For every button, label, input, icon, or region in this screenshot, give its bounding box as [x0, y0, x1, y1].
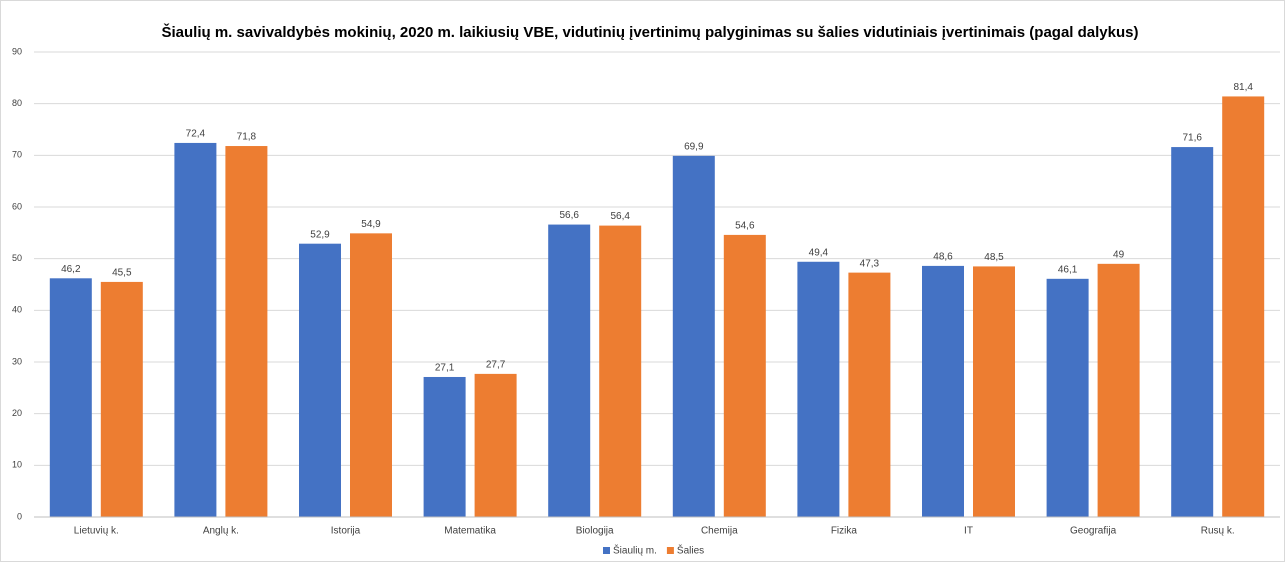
bar	[225, 146, 268, 518]
value-label: 72,4	[186, 129, 206, 140]
value-label: 46,2	[61, 264, 81, 275]
value-label: 81,4	[1233, 82, 1253, 93]
value-label: 47,3	[860, 258, 880, 269]
value-label: 56,6	[559, 210, 579, 221]
value-label: 54,6	[735, 221, 755, 232]
bar	[49, 278, 92, 517]
legend-swatch	[603, 547, 610, 554]
value-label: 71,6	[1182, 133, 1202, 144]
value-label: 71,8	[237, 132, 257, 143]
value-label: 52,9	[310, 229, 330, 240]
x-tick-label: Biologija	[576, 526, 614, 537]
y-tick-label: 30	[12, 356, 22, 366]
x-tick-label: Matematika	[444, 526, 496, 537]
y-tick-label: 90	[12, 46, 22, 56]
value-label: 27,1	[435, 363, 455, 374]
y-tick-label: 80	[12, 98, 22, 108]
y-tick-label: 70	[12, 150, 22, 160]
value-label: 49,4	[809, 247, 829, 258]
x-tick-label: Chemija	[701, 526, 738, 537]
bar	[548, 224, 591, 518]
bar	[922, 265, 964, 517]
bar	[474, 373, 517, 517]
x-tick-label: Istorija	[331, 526, 361, 537]
value-label: 69,9	[684, 141, 704, 152]
x-tick-label: Fizika	[831, 526, 858, 537]
y-tick-label: 20	[12, 408, 22, 418]
y-tick-label: 40	[12, 305, 22, 315]
value-label: 54,9	[361, 219, 381, 230]
value-label: 48,5	[984, 252, 1004, 263]
bar	[848, 272, 891, 517]
legend-label: Šalies	[677, 544, 704, 557]
bar	[100, 281, 143, 517]
bar	[672, 155, 715, 517]
value-label: 46,1	[1058, 264, 1078, 275]
bar	[723, 234, 766, 517]
value-label: 48,6	[933, 252, 953, 263]
x-tick-label: Rusų k.	[1201, 526, 1235, 537]
y-tick-label: 60	[12, 201, 22, 211]
legend-label: Šiaulių m.	[613, 544, 657, 557]
x-tick-label: Geografija	[1070, 526, 1117, 537]
bar	[599, 225, 642, 517]
bar	[299, 243, 341, 517]
y-tick-label: 50	[12, 253, 22, 263]
value-label: 45,5	[112, 268, 132, 279]
bar	[1171, 147, 1214, 518]
x-tick-label: IT	[964, 526, 973, 537]
x-tick-label: Anglų k.	[203, 526, 239, 537]
value-label: 56,4	[610, 211, 630, 222]
bar	[423, 376, 466, 517]
y-tick-label: 10	[12, 460, 22, 470]
value-label: 27,7	[486, 360, 506, 371]
bar	[1222, 96, 1265, 517]
y-tick-label: 0	[17, 511, 22, 521]
legend-swatch	[666, 547, 674, 554]
x-tick-label: Lietuvių k.	[74, 526, 119, 537]
bar	[174, 142, 217, 517]
bar	[1046, 278, 1089, 517]
chart-title: Šiaulių m. savivaldybės mokinių, 2020 m.…	[162, 23, 1139, 41]
bar	[797, 261, 840, 517]
bar	[1097, 263, 1140, 517]
value-label: 49	[1113, 249, 1125, 260]
bar	[973, 266, 1015, 517]
bar	[350, 233, 392, 517]
